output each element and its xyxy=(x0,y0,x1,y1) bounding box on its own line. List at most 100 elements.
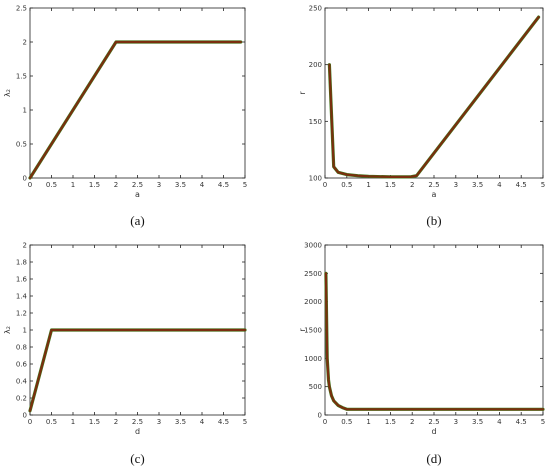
y-tick-label: 1.6 xyxy=(16,276,28,284)
panel-caption: (d) xyxy=(426,451,441,466)
x-tick-label: 2 xyxy=(114,181,118,189)
y-tick-label: 1500 xyxy=(304,327,322,335)
data-point xyxy=(50,329,53,331)
x-tick-label: 1.5 xyxy=(89,418,100,426)
x-tick-label: 3 xyxy=(454,418,458,426)
y-axis-label: r xyxy=(298,328,307,332)
x-axis-label: a xyxy=(432,190,437,199)
y-tick-label: 0.5 xyxy=(16,141,27,149)
data-point xyxy=(389,175,392,178)
y-tick-label: 0.8 xyxy=(16,344,27,352)
plot-frame xyxy=(29,7,246,179)
x-tick-label: 1.5 xyxy=(385,181,396,189)
data-point xyxy=(324,272,327,275)
data-point xyxy=(332,399,335,402)
x-axis-label: a xyxy=(135,190,140,199)
y-tick-label: 500 xyxy=(309,383,322,391)
data-point xyxy=(454,408,457,411)
data-point xyxy=(409,175,411,178)
y-tick-label: 3000 xyxy=(304,242,322,250)
y-tick-label: 0 xyxy=(23,175,27,183)
y-tick-label: 1.4 xyxy=(16,293,28,301)
panel-caption: (a) xyxy=(130,213,144,228)
y-axis-label: λ₂ xyxy=(3,326,12,334)
x-tick-label: 5 xyxy=(541,418,545,426)
data-point xyxy=(356,174,359,177)
x-tick-label: 1 xyxy=(71,418,75,426)
y-tick-label: 2.5 xyxy=(16,5,27,13)
series-line-shadow xyxy=(324,271,545,411)
x-tick-label: 3.5 xyxy=(472,418,483,426)
x-tick-label: 3 xyxy=(157,418,161,426)
data-point xyxy=(337,404,339,407)
y-tick-label: 1.2 xyxy=(16,310,27,318)
panel-caption: (c) xyxy=(130,451,144,466)
x-tick-label: 0.5 xyxy=(341,181,352,189)
x-tick-label: 0.5 xyxy=(46,181,57,189)
series-line xyxy=(324,272,545,411)
x-tick-label: 3.5 xyxy=(175,181,186,189)
y-tick-label: 1.8 xyxy=(16,259,27,267)
x-tick-label: 2 xyxy=(114,418,118,426)
y-tick-label: 0.6 xyxy=(16,361,28,369)
y-tick-label: 200 xyxy=(309,61,322,69)
data-point xyxy=(341,406,344,409)
x-tick-label: 5 xyxy=(243,181,247,189)
y-axis-label: r xyxy=(298,91,307,95)
data-point xyxy=(402,175,405,178)
x-tick-label: 4.5 xyxy=(516,418,527,426)
x-tick-label: 0.5 xyxy=(46,418,57,426)
y-tick-label: 2 xyxy=(23,242,27,250)
y-tick-label: 100 xyxy=(309,175,322,183)
x-tick-label: 3 xyxy=(157,181,161,189)
x-tick-label: 0 xyxy=(323,181,327,189)
x-tick-label: 4 xyxy=(497,181,502,189)
x-tick-label: 4 xyxy=(200,418,205,426)
series-line-shadow xyxy=(28,328,247,413)
panel-caption: (b) xyxy=(426,213,441,228)
chart-panel-b: 0 0.5 1 1.5 2 2.5 3 3.5 4 4.5 5 100 150 200 250 a r (b) xyxy=(298,5,545,229)
y-tick-label: 0 xyxy=(23,412,27,420)
x-tick-label: 5 xyxy=(243,418,247,426)
x-tick-label: 1 xyxy=(366,418,370,426)
x-tick-label: 0 xyxy=(28,418,32,426)
data-point xyxy=(29,177,31,179)
x-tick-label: 2.5 xyxy=(428,418,439,426)
y-tick-label: 1000 xyxy=(304,355,322,363)
y-tick-label: 2500 xyxy=(304,270,322,278)
chart-panel-c: 0 0.5 1 1.5 2 2.5 3 3.5 4 4.5 5 0 0.2 0.4 0.6 0.8 1 1.2 1.… xyxy=(3,242,247,467)
x-tick-label: 4.5 xyxy=(516,181,527,189)
x-tick-label: 4 xyxy=(200,181,205,189)
x-axis-label: d xyxy=(135,427,140,436)
y-axis-label: λ₂ xyxy=(3,89,12,97)
y-tick-label: 0.4 xyxy=(16,378,28,386)
data-point xyxy=(328,63,331,66)
y-tick-label: 150 xyxy=(309,118,322,126)
data-point xyxy=(327,378,330,381)
x-tick-label: 2.5 xyxy=(132,181,143,189)
data-point xyxy=(345,408,348,411)
y-tick-label: 2 xyxy=(23,39,27,47)
y-tick-label: 2000 xyxy=(304,298,322,306)
y-tick-label: 1 xyxy=(23,327,27,335)
data-point xyxy=(244,329,246,331)
x-tick-label: 5 xyxy=(541,181,545,189)
x-tick-label: 4.5 xyxy=(218,181,229,189)
data-point xyxy=(367,175,370,178)
x-tick-label: 3 xyxy=(454,181,458,189)
x-tick-label: 4.5 xyxy=(218,418,229,426)
series-line xyxy=(28,40,242,180)
data-point xyxy=(332,165,335,168)
x-tick-label: 1.5 xyxy=(385,418,396,426)
x-tick-label: 0.5 xyxy=(341,418,352,426)
x-tick-label: 3.5 xyxy=(472,181,483,189)
x-tick-label: 2 xyxy=(410,418,414,426)
y-tick-label: 1.5 xyxy=(16,73,27,81)
data-point xyxy=(29,409,31,412)
series-line xyxy=(328,16,540,178)
y-tick-label: 0 xyxy=(318,412,322,420)
series-line-shadow xyxy=(28,40,243,180)
data-point xyxy=(415,174,418,177)
